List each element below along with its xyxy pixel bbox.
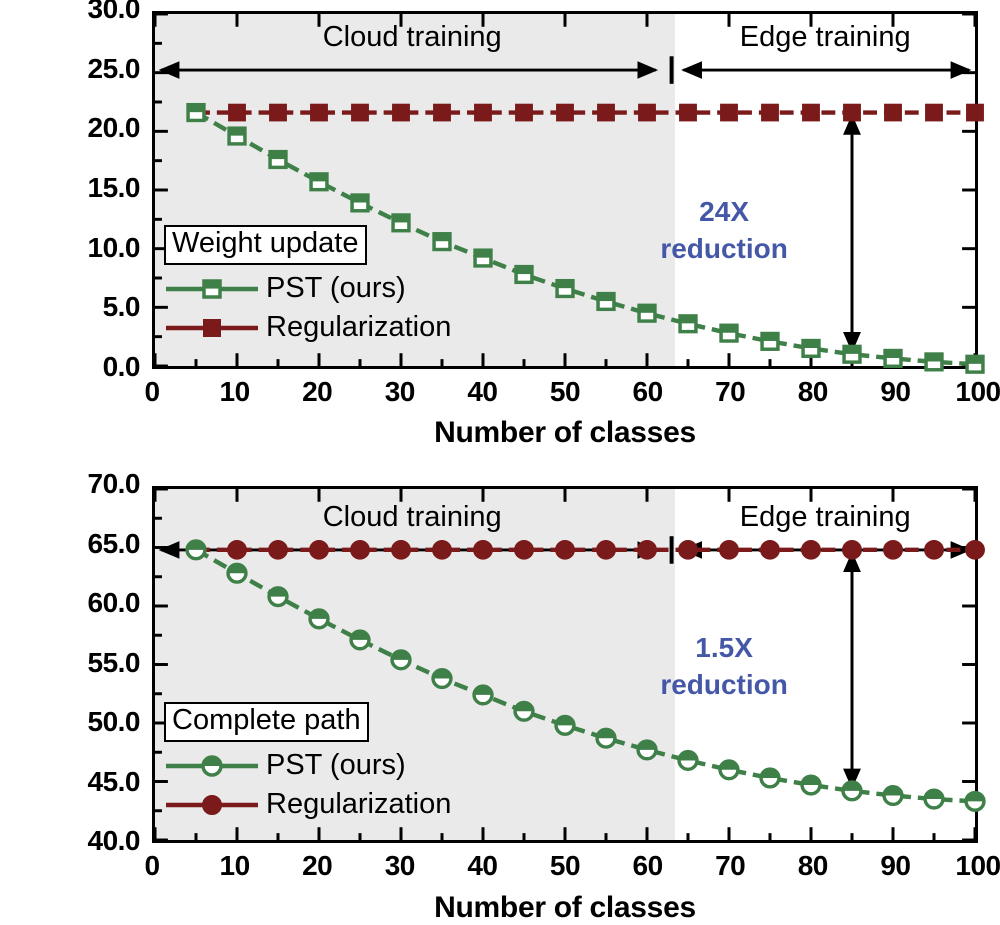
legend: Weight update PST (ours) Regularization bbox=[164, 225, 451, 343]
y-tick-label: 40.0 bbox=[87, 825, 141, 856]
y-tick-label: 60.0 bbox=[87, 587, 141, 618]
reduction-factor: 24X bbox=[699, 196, 749, 228]
x-tick-label: 60 bbox=[632, 376, 664, 407]
plot-svg-top bbox=[153, 12, 985, 374]
y-tick-label: 45.0 bbox=[87, 765, 141, 797]
x-axis-title-top: Number of classes bbox=[434, 416, 696, 449]
reduction-word: reduction bbox=[660, 233, 788, 265]
plot-svg-bottom bbox=[153, 487, 986, 842]
legend-label: Regularization bbox=[266, 788, 452, 821]
x-tick-label: 100 bbox=[955, 850, 1000, 881]
x-tick-label: 90 bbox=[880, 376, 911, 407]
y-tick-label: 30.0 bbox=[87, 0, 141, 24]
y-tick-label: 10.0 bbox=[87, 231, 141, 263]
y-tick-label: 55.0 bbox=[87, 646, 141, 678]
series-pst-ours- bbox=[186, 102, 985, 374]
y-tick-label: 50.0 bbox=[87, 706, 141, 737]
legend-item-regularization: Regularization bbox=[164, 313, 451, 343]
legend-title-box: Complete path bbox=[164, 702, 369, 742]
legend-title-box: Weight update bbox=[164, 225, 367, 265]
legend-marker-square-filled bbox=[164, 313, 260, 343]
reduction-annotation: 24X reduction bbox=[624, 194, 824, 268]
legend-marker-square-open bbox=[164, 274, 260, 304]
legend-label: Regularization bbox=[266, 311, 452, 344]
series-regularization bbox=[187, 103, 984, 122]
x-tick-label: 60 bbox=[632, 850, 664, 881]
cloud-training-label: Cloud training bbox=[322, 501, 502, 533]
legend: Complete path PST (ours) Regularization bbox=[164, 702, 451, 820]
reduction-annotation: 1.5X reduction bbox=[624, 630, 824, 704]
y-tick-label: 20.0 bbox=[87, 112, 141, 144]
x-axis-title-bottom: Number of classes bbox=[434, 891, 696, 924]
legend-marker-circle-filled bbox=[164, 790, 260, 820]
x-tick-label: 70 bbox=[715, 850, 746, 881]
chart-panel-weight-update: Number of FLOPs (G) Number of classes 01… bbox=[0, 0, 1000, 460]
edge-training-label: Edge training bbox=[739, 501, 911, 533]
chart-panel-complete-path: Number of FLOPs (G) Number of classes 01… bbox=[0, 460, 1000, 924]
legend-item-pst-ours: PST (ours) bbox=[164, 274, 451, 304]
legend-label: PST (ours) bbox=[266, 749, 406, 782]
y-tick-label: 70.0 bbox=[87, 468, 141, 499]
x-tick-label: 50 bbox=[549, 376, 581, 407]
plot-area-bottom bbox=[152, 486, 986, 843]
y-tick-label: 65.0 bbox=[87, 527, 141, 559]
legend-item-regularization: Regularization bbox=[164, 790, 451, 820]
x-tick-label: 90 bbox=[880, 850, 911, 881]
x-tick-label: 50 bbox=[549, 850, 581, 881]
x-tick-label: 0 bbox=[144, 376, 160, 407]
x-tick-label: 30 bbox=[384, 376, 416, 407]
legend-item-pst-ours: PST (ours) bbox=[164, 751, 451, 781]
x-tick-label: 0 bbox=[144, 850, 160, 881]
x-tick-label: 30 bbox=[384, 850, 416, 881]
x-tick-label: 100 bbox=[955, 376, 1000, 407]
x-tick-label: 40 bbox=[467, 850, 498, 881]
legend-marker-circle-open bbox=[164, 751, 260, 781]
x-tick-label: 10 bbox=[219, 850, 251, 881]
x-tick-label: 40 bbox=[467, 376, 498, 407]
reduction-factor: 1.5X bbox=[695, 632, 753, 664]
x-tick-label: 70 bbox=[715, 376, 746, 407]
cloud-training-label: Cloud training bbox=[322, 21, 502, 53]
x-tick-label: 20 bbox=[302, 850, 333, 881]
y-tick-label: 15.0 bbox=[87, 172, 141, 203]
x-tick-label: 80 bbox=[797, 376, 829, 407]
series-pst-ours- bbox=[185, 539, 986, 812]
y-tick-label: 25.0 bbox=[87, 52, 141, 84]
x-tick-label: 80 bbox=[797, 850, 829, 881]
reduction-word: reduction bbox=[660, 669, 788, 701]
x-tick-label: 10 bbox=[219, 376, 251, 407]
plot-area-top bbox=[152, 11, 985, 374]
y-tick-label: 5.0 bbox=[102, 291, 141, 323]
legend-label: PST (ours) bbox=[266, 272, 406, 305]
y-tick-label: 0.0 bbox=[102, 351, 141, 382]
series-regularization bbox=[186, 540, 985, 560]
edge-training-label: Edge training bbox=[739, 21, 911, 53]
x-tick-label: 20 bbox=[302, 376, 333, 407]
